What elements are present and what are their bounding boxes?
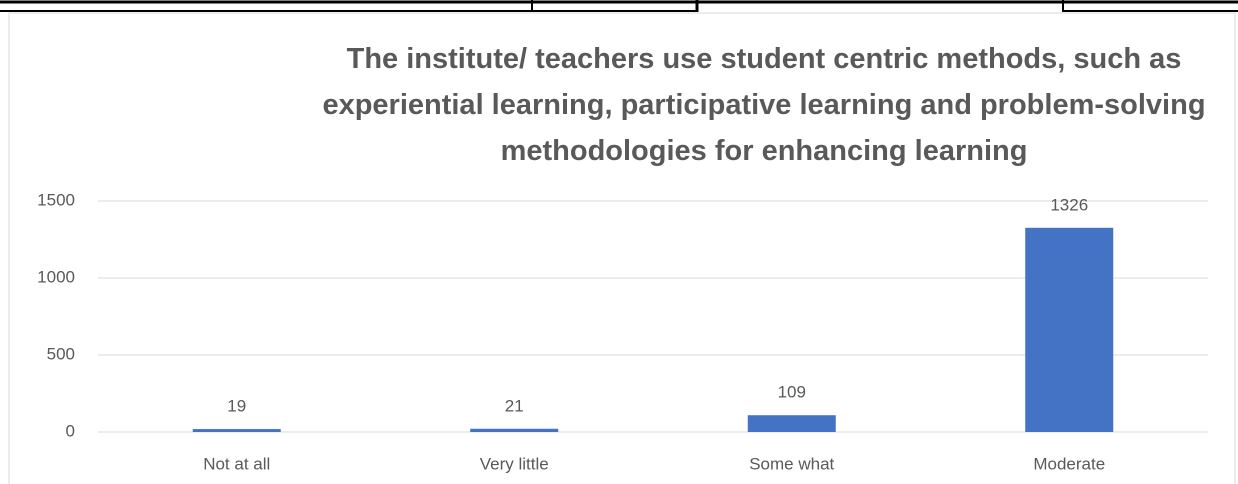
data-label: 109 xyxy=(778,383,806,402)
bar xyxy=(192,429,281,432)
y-tick-label: 1000 xyxy=(37,267,75,286)
bar xyxy=(470,428,559,432)
y-tick-label: 1500 xyxy=(37,190,75,209)
x-tick-label: Not at all xyxy=(203,454,270,473)
x-tick-label: Some what xyxy=(749,454,834,473)
data-label: 21 xyxy=(505,396,524,415)
chart-frame xyxy=(8,12,1236,484)
chart-title: The institute/ teachers use student cent… xyxy=(322,43,1206,167)
bar xyxy=(747,415,836,432)
bar xyxy=(1025,227,1114,432)
x-tick-label: Moderate xyxy=(1033,454,1105,473)
data-label: 19 xyxy=(227,397,246,416)
data-label: 1326 xyxy=(1050,195,1088,214)
y-tick-label: 500 xyxy=(47,344,75,363)
y-tick-label: 0 xyxy=(66,421,75,440)
x-tick-label: Very little xyxy=(480,454,549,473)
